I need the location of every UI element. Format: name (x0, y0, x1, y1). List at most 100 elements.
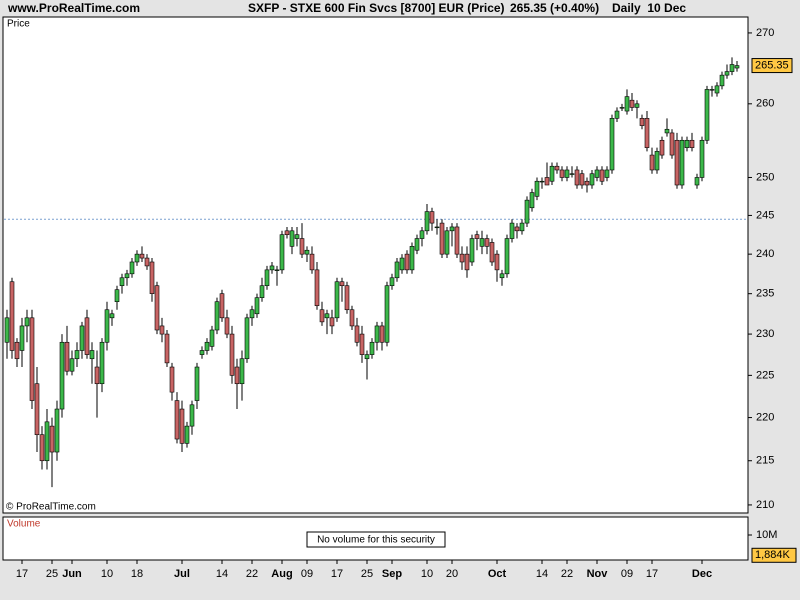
candle-body (734, 65, 740, 69)
x-tick-label: 22 (246, 568, 258, 580)
candle-body (499, 273, 505, 279)
candle-body (579, 173, 585, 186)
candle-body (349, 309, 355, 327)
x-tick-label: Sep (382, 568, 402, 580)
candle-body (409, 246, 415, 271)
candle-body (234, 366, 240, 385)
candle-body (704, 89, 710, 141)
candle-body (229, 333, 235, 376)
candle-body (414, 238, 420, 251)
candle-body (174, 400, 180, 440)
candle-body (599, 169, 605, 182)
candle-body (289, 230, 295, 247)
candle-body (449, 226, 455, 232)
candle-body (534, 180, 540, 197)
candle-body (69, 358, 75, 372)
candle-body (639, 118, 645, 126)
candle-body (49, 425, 55, 453)
candle-body (684, 139, 690, 148)
candle-body (634, 103, 640, 108)
candle-body (104, 309, 110, 343)
x-tick-label: 09 (301, 568, 313, 580)
candle-body (549, 165, 555, 182)
candle-body (59, 341, 65, 410)
candle-body (334, 281, 340, 319)
candle-body (419, 230, 425, 239)
candle-body (614, 110, 620, 119)
candle-body (34, 383, 40, 436)
candle-body (359, 333, 365, 355)
y-tick-label: 270 (756, 27, 774, 39)
last-price-box (751, 58, 793, 74)
candle-body (154, 285, 160, 331)
candle-body (429, 211, 435, 224)
candle-body (339, 281, 345, 287)
candle-body (184, 425, 190, 444)
x-tick-label: Aug (271, 568, 292, 580)
candle-body (44, 421, 50, 462)
x-tick-label: 25 (361, 568, 373, 580)
candle-body (714, 85, 720, 94)
candle-body (724, 71, 730, 76)
volume-last-box (751, 547, 797, 563)
candle-body (459, 253, 465, 263)
volume-label: Volume (7, 519, 41, 530)
candle-body (204, 341, 210, 351)
candle-body (434, 226, 440, 229)
candle-body (689, 139, 695, 148)
candle-body (249, 309, 255, 319)
y-tick-label: 240 (756, 248, 774, 260)
candle-body (394, 261, 400, 279)
candle-body (589, 173, 595, 186)
candle-body (149, 261, 155, 294)
candle-body (404, 253, 410, 271)
quote: 265.35 (+0.40%) (510, 1, 599, 15)
candle-body (264, 269, 270, 287)
message-box (306, 531, 446, 548)
x-tick-label: 10 (101, 568, 113, 580)
candle-body (179, 408, 185, 444)
candle-body (479, 238, 485, 247)
y-tick-label: 245 (756, 209, 774, 221)
candle-body (114, 289, 120, 302)
candle-body (24, 317, 30, 327)
candle-body (244, 317, 250, 360)
candle-body (9, 281, 15, 351)
period: Daily 10 Dec (612, 1, 686, 15)
candle-body (309, 253, 315, 271)
candle-body (39, 434, 45, 462)
candle-body (389, 277, 395, 287)
candle-body (659, 139, 665, 156)
x-tick-label: Nov (587, 568, 609, 580)
candle-body (239, 358, 245, 385)
candle-body (324, 313, 330, 319)
candle-body (474, 234, 480, 239)
y-tick-label: 230 (756, 328, 774, 340)
candle-body (519, 222, 525, 232)
candle-body (159, 325, 165, 335)
x-tick-label: 14 (536, 568, 548, 580)
candle-body (619, 107, 625, 109)
title: SXFP - STXE 600 Fin Svcs [8700] EUR (Pri… (248, 1, 505, 15)
candle-body (629, 99, 635, 108)
candle-body (299, 238, 305, 255)
candle-body (64, 341, 70, 372)
candle-body (669, 132, 675, 156)
candle-body (14, 341, 20, 360)
candle-body (84, 317, 90, 355)
panel-label: Price (7, 19, 30, 30)
candle-body (679, 139, 685, 186)
candle-body (199, 350, 205, 355)
candle-body (509, 222, 515, 239)
copyright: © ProRealTime.com (6, 502, 96, 513)
candle-body (489, 242, 495, 263)
y-tick-label: 215 (756, 455, 774, 467)
candle-body (189, 404, 195, 427)
candle-body (129, 261, 135, 275)
candle-body (29, 317, 35, 401)
candle-body (119, 277, 125, 287)
candle-body (399, 257, 405, 271)
candle-body (584, 180, 590, 186)
